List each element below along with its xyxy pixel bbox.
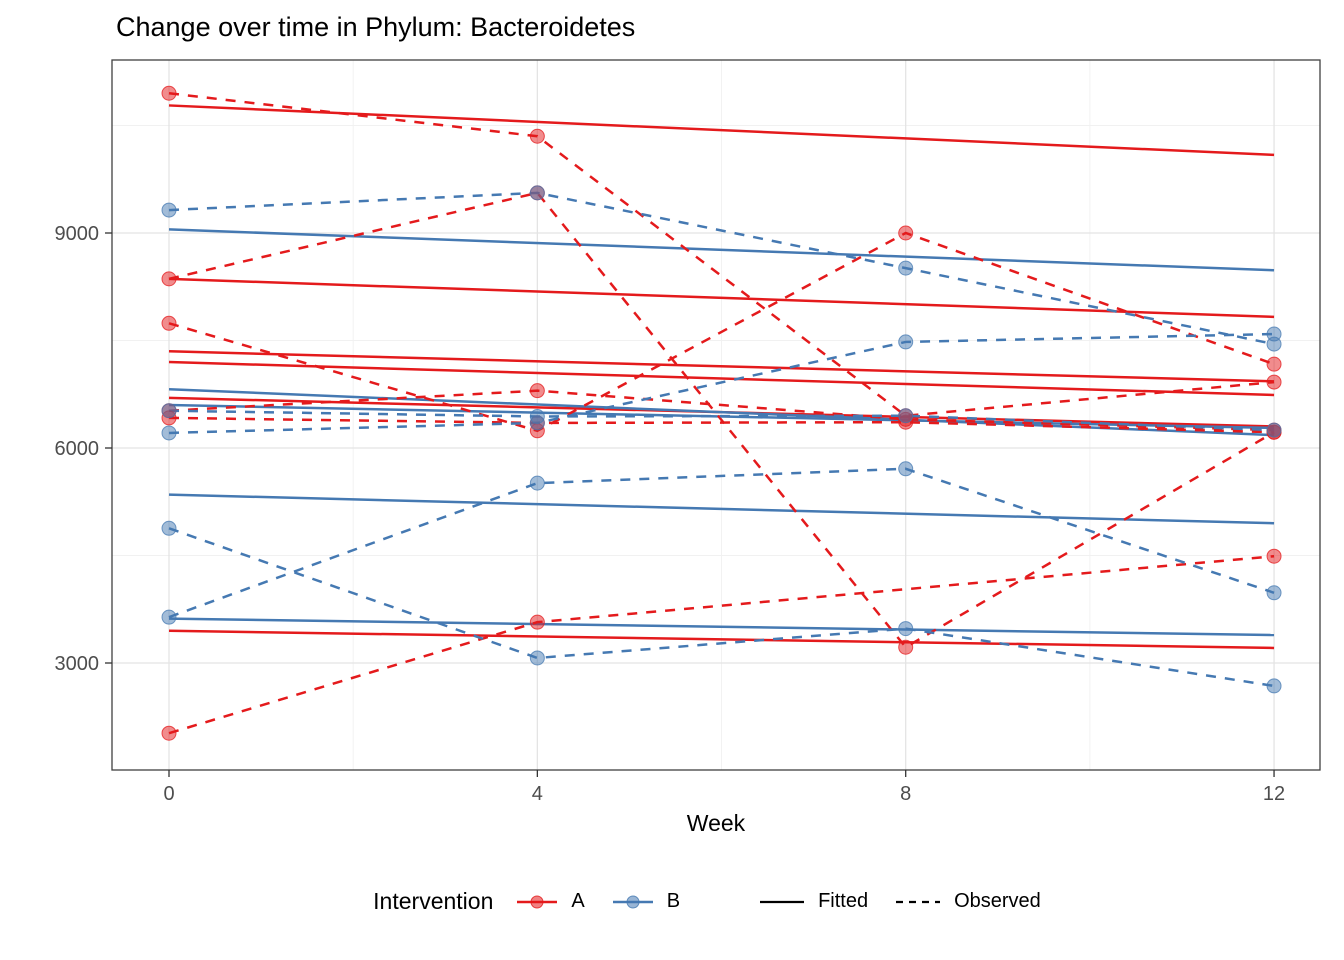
fitted-line-B5 — [168, 493, 1275, 525]
observed-line-A2 — [168, 191, 1275, 649]
group-b-key-icon — [612, 895, 653, 908]
x-tick-label: 8 — [900, 783, 911, 805]
legend-label-fitted: Fitted — [818, 890, 869, 912]
legend-label-observed: Observed — [954, 890, 1041, 912]
data-point-A2-w0 — [161, 271, 177, 287]
data-point-A3-w8 — [898, 225, 914, 241]
y-tick-label: 9000 — [55, 223, 100, 245]
data-point-B5-w4 — [529, 475, 545, 491]
observed-line-B5 — [168, 467, 1275, 619]
data-point-A4-w4 — [529, 383, 545, 399]
data-point-B1-w0 — [161, 202, 177, 218]
data-point-A1-w4 — [529, 128, 545, 144]
data-point-B2-w12 — [1266, 422, 1282, 438]
data-point-B5-w8 — [898, 461, 914, 477]
data-point-B5-w0 — [161, 609, 177, 625]
x-tick-label: 0 — [163, 783, 174, 805]
panel-border — [111, 59, 1321, 771]
data-point-A6-w0 — [161, 725, 177, 741]
x-tick-label: 4 — [532, 783, 543, 805]
data-point-B3-w12 — [1266, 326, 1282, 342]
legend-item-observed: Observed — [894, 890, 1041, 913]
data-point-B2-w8 — [898, 408, 914, 424]
fitted-line-A2 — [168, 277, 1275, 319]
fitted-line-B1 — [168, 228, 1275, 272]
y-tick-label: 6000 — [55, 438, 100, 460]
data-point-B4-w12 — [1266, 678, 1282, 694]
data-point-B4-w4 — [529, 650, 545, 666]
legend-item-fitted: Fitted — [758, 890, 868, 913]
data-point-A1-w0 — [161, 85, 177, 101]
line-chart-panel: 0 4 8 12 3000 6000 9000 — [55, 59, 1321, 805]
legend-item-group-b: B — [611, 890, 680, 913]
data-point-A6-w12 — [1266, 548, 1282, 564]
data-point-B3-w8 — [898, 334, 914, 350]
observed-line-A4 — [168, 389, 1275, 432]
data-point-B3-w0 — [161, 425, 177, 441]
legend-label-group-a: A — [571, 890, 585, 912]
data-point-A3-w0 — [161, 315, 177, 331]
plot-panel — [112, 60, 1320, 770]
data-point-B4-w8 — [898, 621, 914, 637]
fitted-line-B4 — [168, 617, 1275, 637]
data-point-A6-w4 — [529, 614, 545, 630]
x-axis-title: Week — [686, 810, 746, 836]
chart-title: Change over time in Phylum: Bacteroidete… — [116, 12, 636, 42]
observed-line-B4 — [168, 527, 1275, 688]
legend-item-group-a: A — [515, 890, 585, 913]
observed-line-A3 — [168, 231, 1275, 433]
observed-line-B3 — [168, 332, 1275, 435]
group-a-key-icon — [517, 895, 558, 908]
data-point-B1-w8 — [898, 260, 914, 276]
data-point-A1-w12 — [1266, 374, 1282, 390]
fitted-key-icon — [760, 900, 805, 903]
legend-title: Intervention — [373, 888, 494, 914]
y-tick-label: 3000 — [55, 653, 100, 675]
data-point-B3-w4 — [529, 415, 545, 431]
data-point-B2-w0 — [161, 403, 177, 419]
x-tick-label: 12 — [1263, 783, 1285, 805]
observed-line-B1 — [168, 191, 1275, 346]
observed-line-B2 — [168, 409, 1275, 432]
data-point-A2-w8 — [898, 639, 914, 655]
observed-line-A5 — [168, 416, 1275, 434]
fitted-line-A6 — [168, 629, 1275, 650]
observed-key-icon — [896, 900, 941, 903]
data-point-A3-w12 — [1266, 356, 1282, 372]
data-point-B4-w0 — [161, 520, 177, 536]
data-point-B1-w4 — [529, 185, 545, 201]
data-point-B5-w12 — [1266, 585, 1282, 601]
legend-label-group-b: B — [666, 890, 681, 912]
legend: Intervention A B Fitted — [0, 888, 1344, 915]
fitted-line-A3 — [168, 350, 1275, 383]
fitted-line-A4 — [168, 360, 1275, 397]
fitted-line-A1 — [168, 104, 1275, 157]
